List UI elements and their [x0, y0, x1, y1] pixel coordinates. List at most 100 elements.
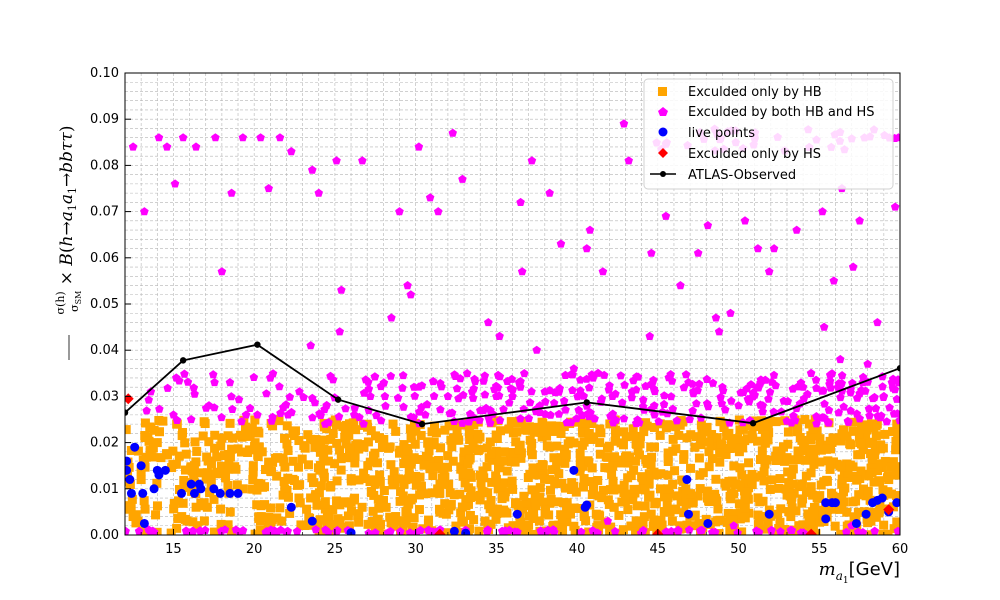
hb-excluded-point	[797, 479, 807, 489]
hb-hs-excluded-point	[191, 142, 201, 151]
x-tick-label: 40	[569, 542, 586, 557]
hb-hs-excluded-point	[554, 409, 564, 418]
hb-excluded-point	[608, 476, 618, 486]
hb-excluded-point	[609, 485, 619, 495]
hb-hs-excluded-point	[627, 387, 637, 396]
hb-hs-excluded-point	[787, 525, 797, 534]
hb-excluded-point	[174, 451, 184, 461]
hb-hs-excluded-point	[887, 378, 897, 387]
hb-excluded-point	[204, 437, 214, 447]
hb-excluded-point	[323, 456, 333, 466]
hb-excluded-point	[679, 450, 689, 460]
hb-excluded-point	[341, 420, 351, 430]
live-point	[892, 498, 900, 508]
hb-hs-excluded-point	[468, 393, 478, 402]
hb-excluded-point	[547, 421, 557, 431]
hb-excluded-point	[886, 489, 896, 499]
hb-excluded-point	[182, 516, 192, 526]
hb-excluded-point	[773, 509, 783, 519]
hb-excluded-point	[811, 529, 821, 535]
hb-hs-excluded-point	[707, 527, 717, 535]
hb-hs-excluded-point	[798, 382, 808, 391]
hb-hs-excluded-point	[746, 380, 756, 389]
hb-excluded-point	[328, 505, 338, 515]
hb-excluded-point	[679, 454, 689, 464]
hb-hs-excluded-point	[818, 207, 827, 216]
hb-excluded-point	[560, 483, 570, 493]
hb-excluded-point	[480, 516, 490, 526]
hb-hs-excluded-point	[217, 267, 227, 276]
hb-hs-excluded-point	[764, 394, 773, 403]
hb-excluded-point	[775, 474, 785, 484]
hb-excluded-point	[451, 521, 461, 531]
hb-excluded-point	[747, 480, 757, 490]
hb-excluded-point	[803, 509, 813, 519]
hb-excluded-point	[707, 429, 717, 439]
hb-excluded-point	[307, 473, 317, 483]
hb-hs-excluded-point	[855, 216, 864, 225]
hb-excluded-point	[486, 449, 496, 459]
hb-hs-excluded-point	[334, 412, 344, 421]
hb-hs-excluded-point	[650, 410, 659, 419]
hb-excluded-point	[861, 421, 871, 431]
hb-excluded-point	[403, 512, 413, 522]
hb-excluded-point	[178, 498, 188, 508]
hb-hs-excluded-point	[873, 318, 882, 327]
atlas-observed-marker	[896, 365, 900, 372]
hb-hs-excluded-point	[624, 156, 633, 165]
hb-excluded-point	[363, 437, 373, 447]
hb-excluded-point	[644, 469, 654, 479]
hb-excluded-point	[354, 475, 364, 485]
hb-hs-excluded-point	[584, 383, 594, 392]
hb-excluded-point	[783, 427, 793, 437]
hb-hs-excluded-point	[458, 390, 468, 399]
hb-excluded-point	[801, 487, 811, 497]
live-point	[177, 488, 187, 498]
hb-excluded-point	[219, 469, 229, 479]
hb-excluded-point	[867, 468, 877, 478]
hb-hs-excluded-point	[576, 375, 585, 384]
hb-hs-excluded-point	[650, 401, 659, 410]
hb-excluded-point	[605, 419, 615, 429]
hb-hs-excluded-point	[826, 383, 836, 392]
hb-excluded-point	[409, 513, 419, 523]
hb-excluded-point	[663, 484, 672, 494]
hb-hs-excluded-point	[693, 248, 703, 257]
hb-excluded-point	[551, 479, 561, 489]
hb-excluded-point	[491, 514, 501, 524]
live-point	[512, 509, 522, 519]
hb-excluded-point	[209, 527, 219, 535]
hb-excluded-point	[635, 431, 645, 441]
hb-excluded-point	[623, 473, 633, 483]
live-point	[233, 488, 243, 498]
hb-excluded-point	[309, 478, 319, 488]
hb-excluded-point	[491, 430, 501, 440]
hb-excluded-point	[892, 491, 900, 501]
hb-excluded-point	[772, 446, 782, 456]
hb-hs-excluded-point	[664, 373, 674, 382]
hb-excluded-point	[439, 479, 449, 489]
hb-excluded-point	[893, 428, 900, 438]
live-point	[861, 509, 871, 519]
hb-hs-excluded-point	[204, 401, 214, 410]
hb-hs-excluded-point	[836, 354, 845, 364]
hb-excluded-point	[716, 439, 726, 449]
hb-excluded-point	[446, 435, 456, 445]
hb-excluded-point	[440, 425, 450, 435]
hb-excluded-point	[316, 481, 326, 491]
x-tick-label: 30	[407, 542, 424, 557]
hb-excluded-point	[257, 447, 267, 457]
hb-excluded-point	[559, 421, 569, 431]
hb-excluded-point	[843, 468, 853, 478]
hb-hs-excluded-point	[764, 267, 774, 276]
hb-excluded-point	[202, 468, 212, 478]
hb-excluded-point	[437, 473, 447, 483]
hb-excluded-point	[306, 493, 316, 503]
hb-hs-excluded-point	[598, 267, 608, 276]
hb-excluded-point	[288, 456, 298, 466]
hb-hs-excluded-point	[582, 244, 592, 253]
hb-excluded-point	[779, 456, 789, 466]
hb-excluded-point	[670, 466, 680, 476]
hb-excluded-point	[713, 504, 723, 514]
hb-excluded-point	[864, 530, 874, 535]
